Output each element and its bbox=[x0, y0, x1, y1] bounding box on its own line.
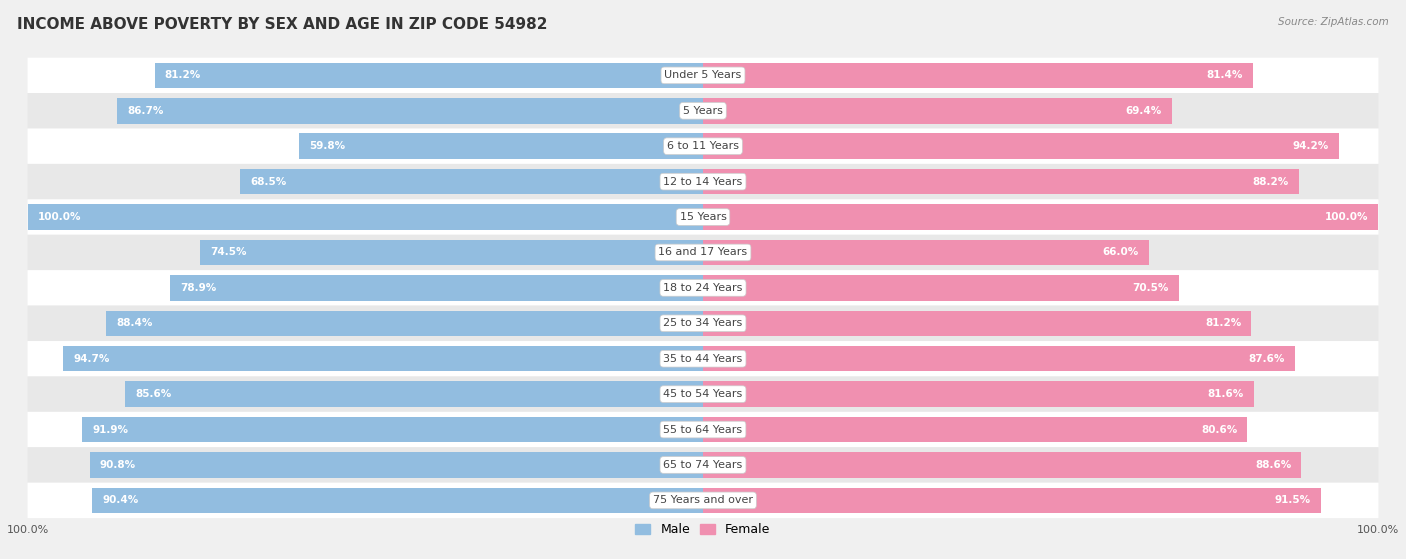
Text: Under 5 Years: Under 5 Years bbox=[665, 70, 741, 80]
Text: 81.2%: 81.2% bbox=[165, 70, 201, 80]
Bar bbox=[125, 381, 703, 407]
Text: 100.0%: 100.0% bbox=[38, 212, 82, 222]
Bar bbox=[703, 381, 1254, 407]
Text: 91.5%: 91.5% bbox=[1275, 495, 1310, 505]
Text: 88.2%: 88.2% bbox=[1253, 177, 1289, 187]
Bar bbox=[703, 63, 1253, 88]
Text: 55 to 64 Years: 55 to 64 Years bbox=[664, 424, 742, 434]
FancyBboxPatch shape bbox=[28, 235, 1378, 270]
Text: 12 to 14 Years: 12 to 14 Years bbox=[664, 177, 742, 187]
Bar bbox=[83, 417, 703, 442]
Text: 81.6%: 81.6% bbox=[1208, 389, 1244, 399]
FancyBboxPatch shape bbox=[28, 482, 1378, 518]
FancyBboxPatch shape bbox=[28, 164, 1378, 200]
Legend: Male, Female: Male, Female bbox=[630, 518, 776, 542]
Bar bbox=[299, 134, 703, 159]
Text: 68.5%: 68.5% bbox=[250, 177, 287, 187]
Text: 80.6%: 80.6% bbox=[1201, 424, 1237, 434]
Text: 70.5%: 70.5% bbox=[1133, 283, 1168, 293]
Text: 45 to 54 Years: 45 to 54 Years bbox=[664, 389, 742, 399]
Text: 94.2%: 94.2% bbox=[1294, 141, 1329, 151]
Text: 81.2%: 81.2% bbox=[1205, 318, 1241, 328]
Text: 88.4%: 88.4% bbox=[117, 318, 152, 328]
FancyBboxPatch shape bbox=[28, 270, 1378, 306]
Text: 94.7%: 94.7% bbox=[73, 354, 110, 364]
Bar bbox=[703, 452, 1302, 478]
Bar bbox=[703, 487, 1322, 513]
FancyBboxPatch shape bbox=[28, 93, 1378, 129]
Text: 81.4%: 81.4% bbox=[1206, 70, 1243, 80]
Text: 18 to 24 Years: 18 to 24 Years bbox=[664, 283, 742, 293]
Bar bbox=[703, 311, 1251, 336]
Bar bbox=[200, 240, 703, 265]
Text: 85.6%: 85.6% bbox=[135, 389, 172, 399]
Bar bbox=[63, 346, 703, 372]
Text: 6 to 11 Years: 6 to 11 Years bbox=[666, 141, 740, 151]
Text: INCOME ABOVE POVERTY BY SEX AND AGE IN ZIP CODE 54982: INCOME ABOVE POVERTY BY SEX AND AGE IN Z… bbox=[17, 17, 547, 32]
Text: 86.7%: 86.7% bbox=[128, 106, 165, 116]
Text: 59.8%: 59.8% bbox=[309, 141, 346, 151]
Bar bbox=[703, 134, 1340, 159]
Text: Source: ZipAtlas.com: Source: ZipAtlas.com bbox=[1278, 17, 1389, 27]
Text: 75 Years and over: 75 Years and over bbox=[652, 495, 754, 505]
Bar bbox=[703, 98, 1171, 124]
FancyBboxPatch shape bbox=[28, 412, 1378, 447]
Bar bbox=[90, 452, 703, 478]
Bar bbox=[240, 169, 703, 195]
Text: 87.6%: 87.6% bbox=[1249, 354, 1285, 364]
Bar bbox=[703, 275, 1180, 301]
Text: 35 to 44 Years: 35 to 44 Years bbox=[664, 354, 742, 364]
FancyBboxPatch shape bbox=[28, 341, 1378, 376]
Text: 74.5%: 74.5% bbox=[209, 248, 246, 258]
Bar bbox=[703, 169, 1299, 195]
Text: 78.9%: 78.9% bbox=[180, 283, 217, 293]
Bar bbox=[117, 98, 703, 124]
Bar bbox=[155, 63, 703, 88]
Text: 90.8%: 90.8% bbox=[100, 460, 136, 470]
Bar bbox=[703, 417, 1247, 442]
Text: 25 to 34 Years: 25 to 34 Years bbox=[664, 318, 742, 328]
Bar bbox=[703, 204, 1378, 230]
Text: 90.4%: 90.4% bbox=[103, 495, 139, 505]
Text: 66.0%: 66.0% bbox=[1102, 248, 1139, 258]
Text: 65 to 74 Years: 65 to 74 Years bbox=[664, 460, 742, 470]
FancyBboxPatch shape bbox=[28, 306, 1378, 341]
Text: 91.9%: 91.9% bbox=[93, 424, 128, 434]
Bar bbox=[170, 275, 703, 301]
Bar bbox=[703, 346, 1295, 372]
FancyBboxPatch shape bbox=[28, 200, 1378, 235]
FancyBboxPatch shape bbox=[28, 129, 1378, 164]
Bar bbox=[703, 240, 1149, 265]
Text: 16 and 17 Years: 16 and 17 Years bbox=[658, 248, 748, 258]
FancyBboxPatch shape bbox=[28, 376, 1378, 412]
Text: 69.4%: 69.4% bbox=[1125, 106, 1161, 116]
Text: 100.0%: 100.0% bbox=[1324, 212, 1368, 222]
Bar bbox=[28, 204, 703, 230]
FancyBboxPatch shape bbox=[28, 58, 1378, 93]
FancyBboxPatch shape bbox=[28, 447, 1378, 482]
Text: 88.6%: 88.6% bbox=[1256, 460, 1291, 470]
Text: 5 Years: 5 Years bbox=[683, 106, 723, 116]
Bar bbox=[105, 311, 703, 336]
Text: 15 Years: 15 Years bbox=[679, 212, 727, 222]
Bar bbox=[93, 487, 703, 513]
